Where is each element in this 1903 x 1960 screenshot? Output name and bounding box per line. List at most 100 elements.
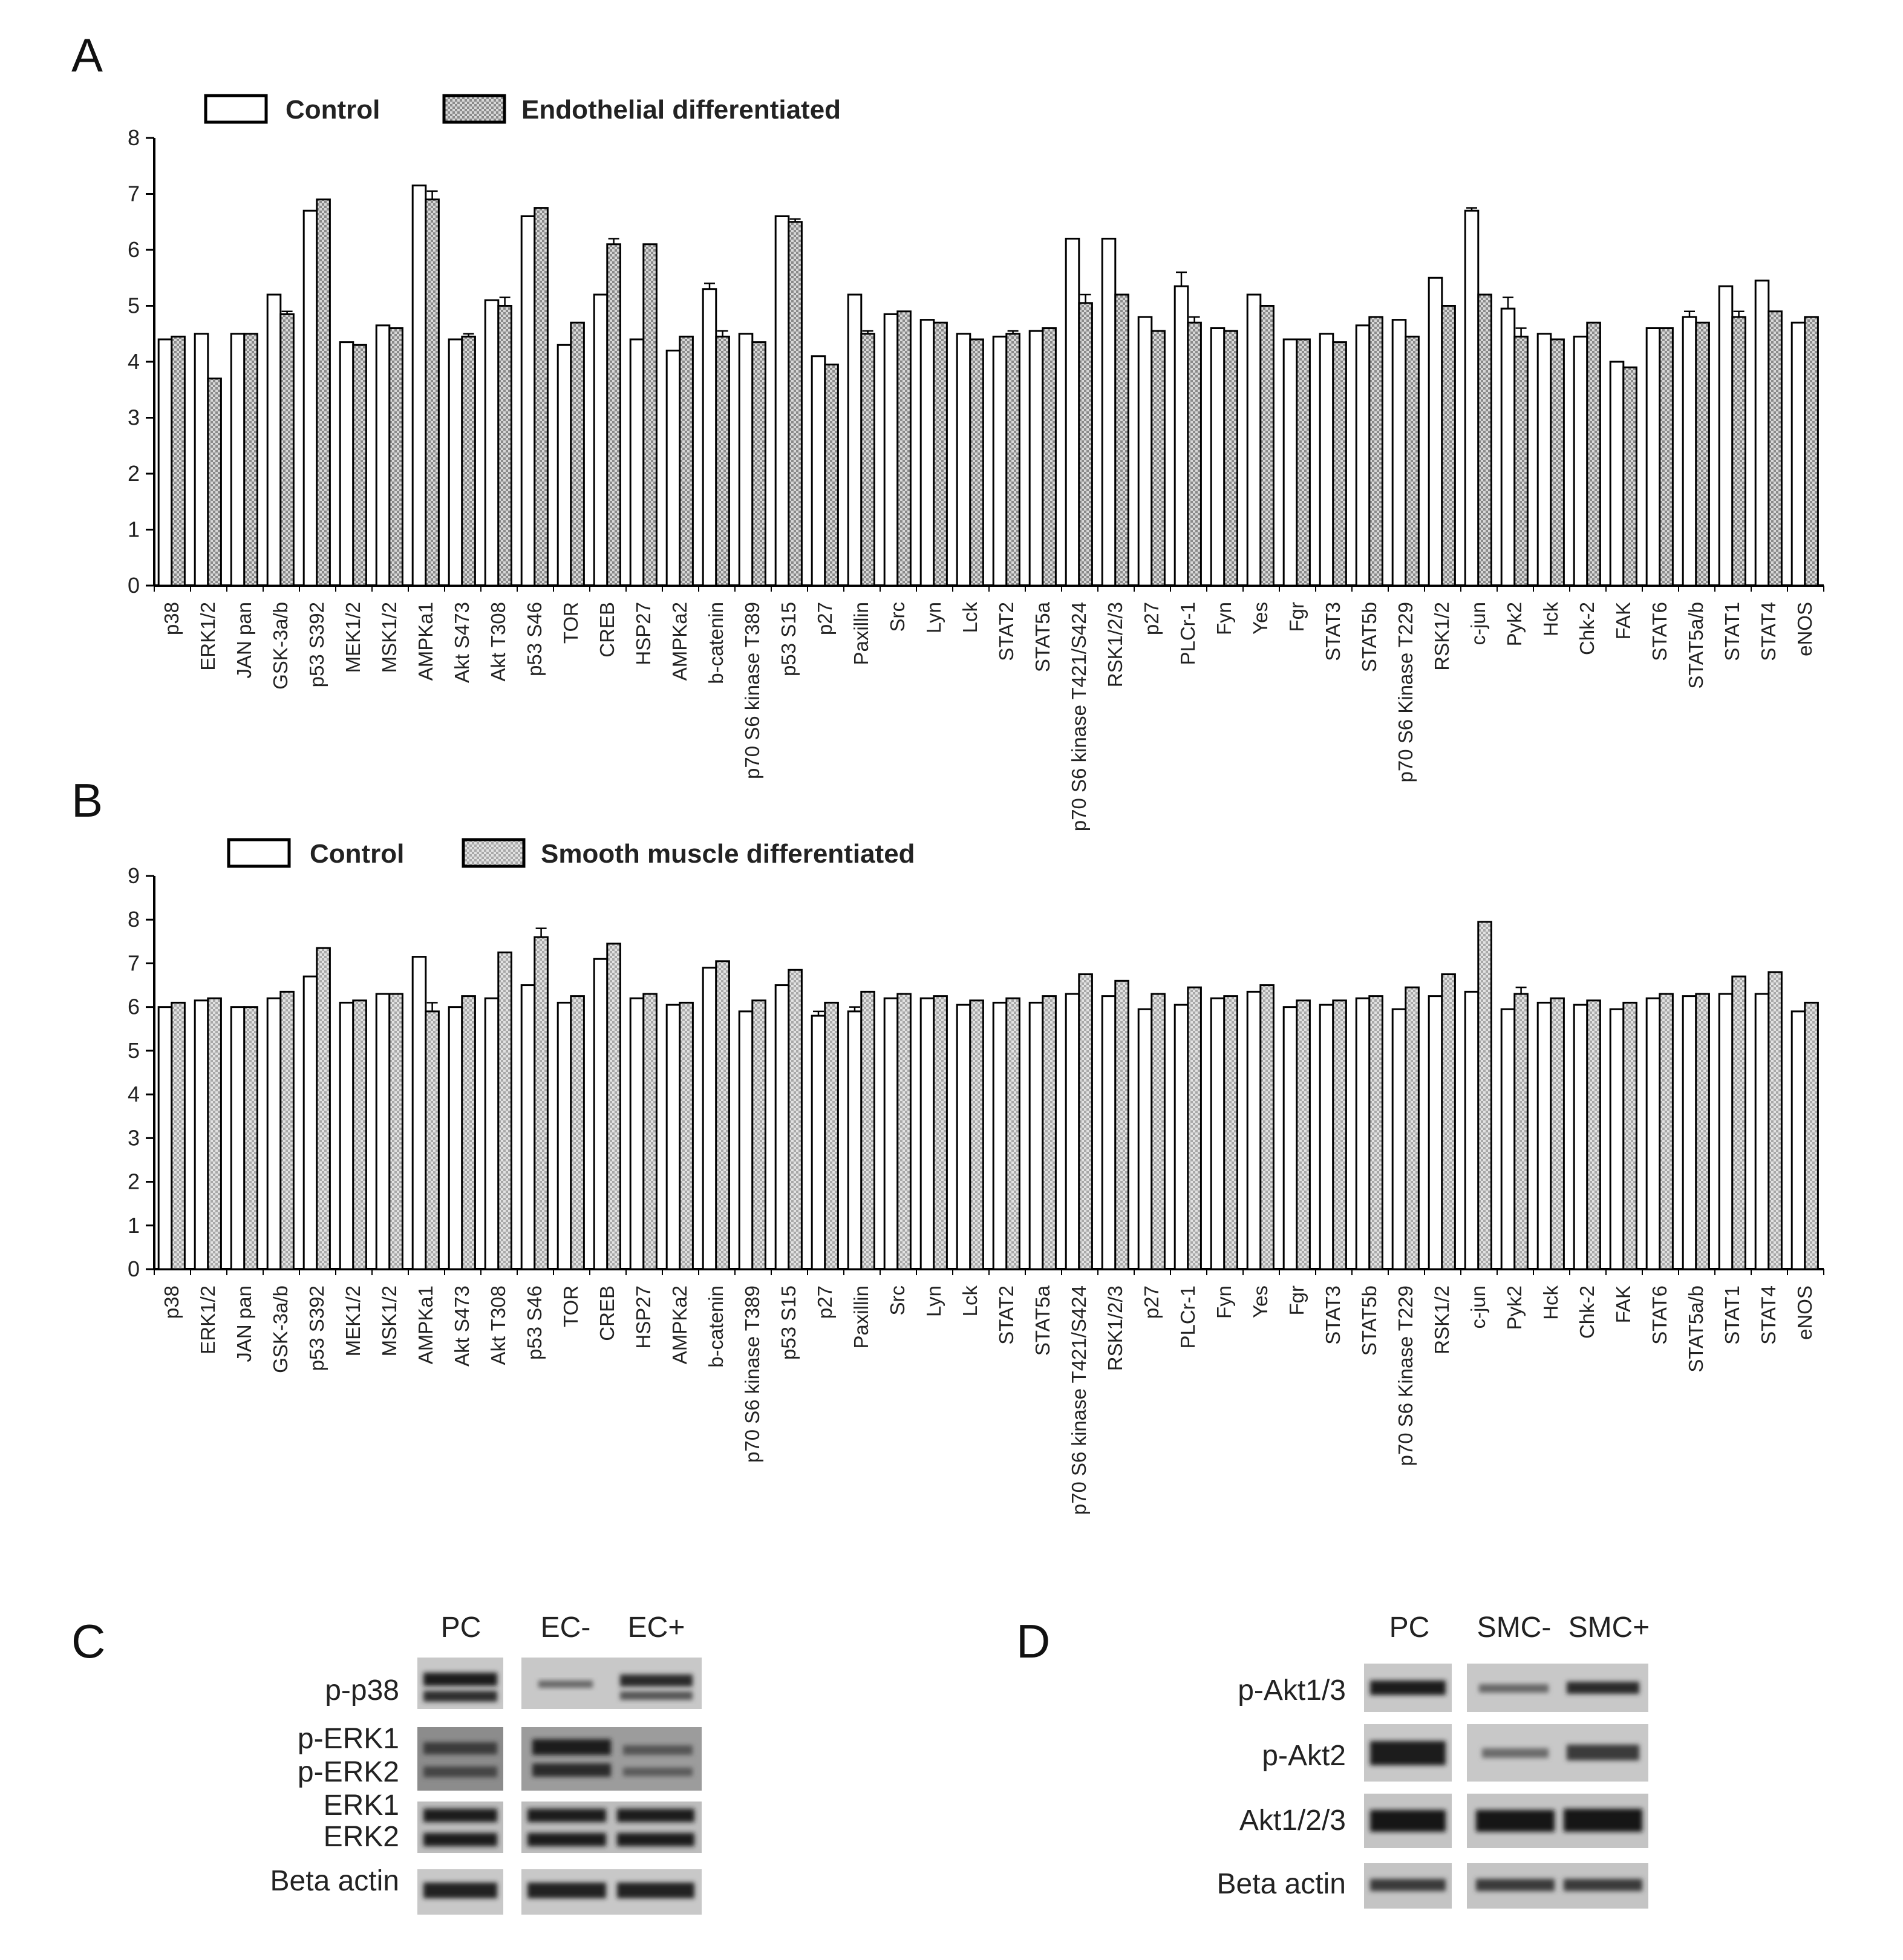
chart-a-treated-bar bbox=[461, 335, 476, 587]
lane-d-pc: PC bbox=[1389, 1612, 1430, 1644]
row-d-p-akt13: p-Akt1/3 bbox=[1238, 1674, 1346, 1707]
chart-b-xtick-label: p53 S392 bbox=[305, 1285, 328, 1371]
chart-b-control-bar bbox=[1210, 997, 1226, 1270]
chart-b-treated-bar bbox=[1332, 999, 1347, 1270]
chart-a-treated-bar bbox=[1695, 321, 1710, 587]
chart-b-xtick-label: c-jun bbox=[1467, 1285, 1489, 1329]
chart-b-control-bar bbox=[194, 999, 209, 1270]
chart-b-treated-bar bbox=[316, 947, 331, 1270]
chart-b-xtick-label: STAT6 bbox=[1648, 1285, 1671, 1345]
chart-a-ytick-label: 7 bbox=[128, 181, 140, 206]
chart-a-treated-bar bbox=[497, 305, 512, 587]
chart-b-xtick-label: GSK-3a/b bbox=[269, 1285, 292, 1373]
chart-a-xtick-label: Src bbox=[886, 602, 909, 632]
chart-a-xtick-label: STAT5a bbox=[1031, 601, 1054, 672]
chart-b-treated-bar bbox=[969, 999, 984, 1270]
chart-a-xtick-label: p70 S6 kinase T421/S424 bbox=[1068, 602, 1090, 831]
chart-a-xtick-label: TOR bbox=[560, 602, 582, 644]
chart-b-treated-bar bbox=[1622, 1001, 1637, 1270]
chart-b-control-bar bbox=[1609, 1008, 1625, 1270]
chart-a-treated-bar bbox=[1259, 305, 1275, 587]
chart-b-control-bar bbox=[1282, 1006, 1298, 1270]
chart-b-control-bar bbox=[230, 1006, 246, 1270]
chart-a-treated-bar bbox=[316, 198, 331, 587]
chart-a-control-bar bbox=[1682, 316, 1697, 587]
chart-b-treated-bar bbox=[1695, 993, 1710, 1270]
chart-b-control-bar bbox=[484, 997, 500, 1270]
chart-b-control-bar bbox=[157, 1006, 173, 1270]
chart-b-xtick-label: RSK1/2/3 bbox=[1104, 1285, 1126, 1371]
chart-a-xtick-label: Akt T308 bbox=[487, 602, 509, 681]
chart-a-control-bar bbox=[157, 338, 173, 587]
chart-b-treated-bar bbox=[933, 995, 948, 1270]
chart-a-treated-bar bbox=[1622, 366, 1637, 587]
chart-a-xtick-label: p53 S15 bbox=[777, 602, 800, 676]
chart-a-xtick-label: p38 bbox=[160, 602, 183, 635]
chart-a-control-bar bbox=[302, 209, 318, 587]
chart-b-xtick-label: Lck bbox=[959, 1285, 981, 1317]
chart-a-xtick-label: RSK1/2/3 bbox=[1104, 602, 1126, 687]
panel-d-letter: D bbox=[1016, 1615, 1050, 1668]
chart-a-xtick-label: CREB bbox=[596, 602, 618, 658]
chart-a-control-bar bbox=[484, 299, 500, 587]
chart-b-treated-bar bbox=[1078, 973, 1093, 1270]
blot-d-akt123 bbox=[1364, 1794, 1648, 1848]
lane-c-ec-minus: EC- bbox=[541, 1612, 591, 1644]
chart-a-control-bar bbox=[1101, 238, 1117, 587]
blot-c-p-p38 bbox=[417, 1658, 702, 1709]
chart-b-treated-bar bbox=[1005, 997, 1020, 1270]
chart-b-control-bar bbox=[1682, 995, 1697, 1270]
chart-a-control-bar bbox=[1645, 327, 1661, 587]
chart-a-control-bar bbox=[1210, 327, 1226, 587]
chart-b-xtick-label: MEK1/2 bbox=[342, 1285, 364, 1356]
chart-a-control-bar bbox=[629, 338, 645, 587]
chart-a-control-bar bbox=[883, 313, 899, 587]
chart-b-control-bar bbox=[1355, 997, 1371, 1270]
chart-b-treated-bar bbox=[171, 1001, 186, 1270]
chart-a-treated-bar bbox=[715, 335, 730, 587]
panel-a-chart: A Control Endothelial differentiated 0 1 2… bbox=[71, 28, 1824, 831]
chart-a-treated-bar bbox=[352, 344, 367, 587]
chart-b-control-bar bbox=[266, 997, 282, 1270]
panel-a-letter: A bbox=[71, 28, 103, 82]
chart-b-xtick-label: JAN pan bbox=[233, 1285, 255, 1362]
chart-b-treated-bar bbox=[1296, 999, 1311, 1270]
chart-a-xtick-label: eNOS bbox=[1794, 602, 1816, 656]
chart-a-ytick-label: 6 bbox=[128, 237, 140, 262]
chart-b-control-bar bbox=[1391, 1008, 1407, 1270]
blot-c-erk bbox=[417, 1802, 702, 1853]
chart-b-treated-bar bbox=[279, 990, 295, 1270]
chart-a-control-bar bbox=[956, 333, 971, 587]
chart-a-xtick-label: Pyk2 bbox=[1503, 602, 1526, 646]
chart-a-control-bar bbox=[992, 335, 1008, 587]
legend-a-treated-label: Endothelial differentiated bbox=[521, 95, 841, 125]
chart-b-treated-bar bbox=[1259, 984, 1275, 1270]
chart-b-ytick-label: 5 bbox=[128, 1038, 140, 1063]
chart-a-xtick-label: AMPKa1 bbox=[414, 602, 437, 681]
chart-b-treated-bar bbox=[1405, 986, 1420, 1270]
chart-b-xtick-label: STAT5a/b bbox=[1685, 1285, 1707, 1373]
chart-a-ytick-label: 0 bbox=[128, 573, 140, 598]
chart-b-control-bar bbox=[1464, 990, 1480, 1270]
chart-a-control-bar bbox=[1790, 321, 1806, 587]
chart-a-xtick-label: FAK bbox=[1612, 602, 1634, 639]
chart-a-ytick-label: 4 bbox=[128, 349, 140, 374]
chart-a-control-bar bbox=[557, 344, 572, 587]
row-c-p-erk2: p-ERK2 bbox=[298, 1756, 399, 1788]
chart-b-treated-bar bbox=[1114, 979, 1129, 1270]
chart-b-treated-bar bbox=[1151, 993, 1166, 1270]
panel-b-letter: B bbox=[71, 774, 103, 827]
chart-a-control-bar bbox=[738, 333, 754, 587]
chart-b-xtick-label: STAT5b bbox=[1358, 1285, 1380, 1356]
chart-b-xtick-label: CREB bbox=[596, 1285, 618, 1341]
chart-a-treated-bar bbox=[642, 243, 658, 587]
chart-b-control-bar bbox=[1790, 1010, 1806, 1270]
chart-b-control-bar bbox=[557, 1001, 572, 1270]
chart-b-control-bar bbox=[992, 1001, 1008, 1270]
chart-b-control-bar bbox=[629, 997, 645, 1270]
chart-b-treated-bar bbox=[788, 969, 803, 1270]
chart-a-treated-bar bbox=[933, 321, 948, 587]
chart-b-control-bar bbox=[339, 1001, 354, 1270]
chart-b-xtick-label: STAT1 bbox=[1721, 1285, 1743, 1345]
chart-a-ytick-label: 8 bbox=[128, 125, 140, 150]
